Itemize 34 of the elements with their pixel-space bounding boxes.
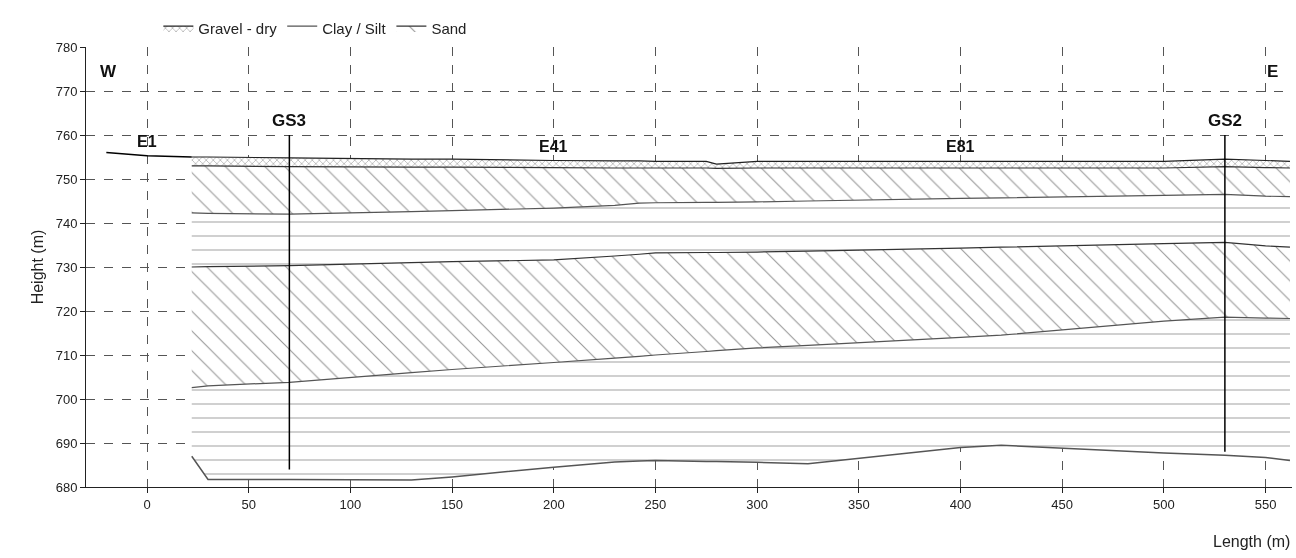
y-tick-label: 760 <box>55 127 78 143</box>
x-tick-label: 50 <box>241 496 256 512</box>
y-tick-label: 740 <box>55 215 78 231</box>
x-tick-label: 150 <box>441 496 463 512</box>
y-tick-label: 690 <box>55 435 78 451</box>
x-tick-label: 450 <box>1051 496 1074 512</box>
x-axis-title: Length (m) <box>1213 533 1291 550</box>
y-tick-label: 710 <box>55 347 78 363</box>
annotation: E41 <box>539 138 568 155</box>
annotation: E81 <box>946 138 975 155</box>
annotation: E <box>1267 62 1279 81</box>
y-tick-label: 700 <box>55 391 78 407</box>
x-tick-label: 250 <box>644 496 667 512</box>
x-tick-label: 100 <box>339 496 362 512</box>
series-label: GS2 <box>1208 111 1243 130</box>
y-axis-title: Height (m) <box>28 229 46 305</box>
x-tick-label: 550 <box>1254 496 1277 512</box>
x-tick-label: 200 <box>542 496 565 512</box>
y-tick-label: 730 <box>55 259 78 275</box>
series-label: GS3 <box>272 111 307 130</box>
x-tick-label: 400 <box>949 496 972 512</box>
y-tick-label: 770 <box>55 83 78 99</box>
legend-label: Gravel - dry <box>198 19 278 37</box>
x-tick-label: 500 <box>1153 496 1175 512</box>
x-tick-label: 300 <box>746 496 768 512</box>
y-tick-label: 750 <box>55 171 78 187</box>
legend-label: Clay / Silt <box>322 19 387 37</box>
annotation: W <box>100 62 117 81</box>
y-tick-label: 780 <box>55 39 78 55</box>
x-tick-label: 350 <box>847 496 870 512</box>
x-tick-label: 0 <box>143 496 151 512</box>
y-tick-label: 680 <box>55 479 78 495</box>
y-tick-label: 720 <box>55 303 78 319</box>
legend-label: Sand <box>431 19 467 37</box>
